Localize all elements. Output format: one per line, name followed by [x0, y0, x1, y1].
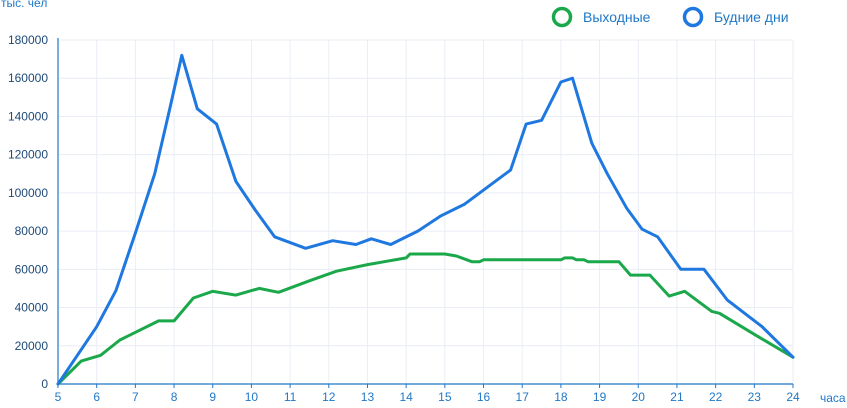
axes: [57, 38, 793, 385]
x-tick-label: 22: [709, 390, 723, 403]
y-tick-label: 40000: [15, 301, 49, 315]
x-tick-label: 14: [399, 390, 413, 403]
x-axis-ticks: 5 6 7 8 9 10 11 12 13 14 15 16 17 18 19 20 21 22 23 24: [55, 384, 800, 404]
legend-label-weekend: Выходные: [583, 9, 651, 25]
x-tick-label: 23: [748, 390, 762, 403]
x-tick-label: 16: [477, 390, 491, 403]
legend-item-weekend[interactable]: Выходные: [551, 6, 651, 28]
x-axis-label: часа: [820, 391, 846, 403]
y-tick-label: 140000: [8, 109, 48, 123]
y-axis-label: тыс. чел: [1, 0, 47, 10]
y-tick-label: 80000: [15, 224, 49, 238]
y-tick-label: 20000: [15, 339, 49, 353]
x-tick-label: 15: [438, 390, 452, 403]
y-tick-label: 180000: [8, 33, 48, 47]
y-axis-ticks: 0 20000 40000 60000 80000 100000 120000 140000 1…: [8, 33, 48, 391]
x-tick-label: 6: [93, 390, 100, 403]
x-tick-label: 19: [593, 390, 607, 403]
y-tick-label: 160000: [8, 71, 48, 85]
x-tick-label: 20: [632, 390, 646, 403]
legend-marker-weekdays: [682, 6, 704, 28]
x-tick-label: 9: [209, 390, 216, 403]
y-tick-label: 60000: [15, 262, 49, 276]
x-tick-label: 21: [670, 390, 684, 403]
legend-label-weekdays: Будние дни: [714, 9, 789, 25]
series-line-weekdays: [56, 53, 795, 386]
y-tick-label: 0: [41, 377, 48, 391]
x-tick-label: 11: [284, 390, 297, 403]
y-tick-label: 120000: [8, 148, 48, 162]
x-tick-label: 5: [55, 390, 62, 403]
x-tick-label: 7: [132, 390, 139, 403]
legend-marker-weekend: [551, 6, 573, 28]
x-tick-label: 12: [322, 390, 336, 403]
grid: [58, 39, 794, 384]
x-tick-label: 17: [516, 390, 530, 403]
x-tick-label: 13: [361, 390, 375, 403]
x-tick-label: 8: [171, 390, 178, 403]
series-line-weekend: [56, 252, 795, 386]
x-tick-label: 24: [786, 390, 800, 403]
legend-item-weekdays[interactable]: Будние дни: [682, 6, 789, 28]
y-tick-label: 100000: [8, 186, 48, 200]
x-tick-label: 18: [554, 390, 568, 403]
x-tick-label: 10: [245, 390, 259, 403]
series-lines: [56, 53, 795, 386]
legend: Выходные Будние дни: [551, 6, 789, 28]
